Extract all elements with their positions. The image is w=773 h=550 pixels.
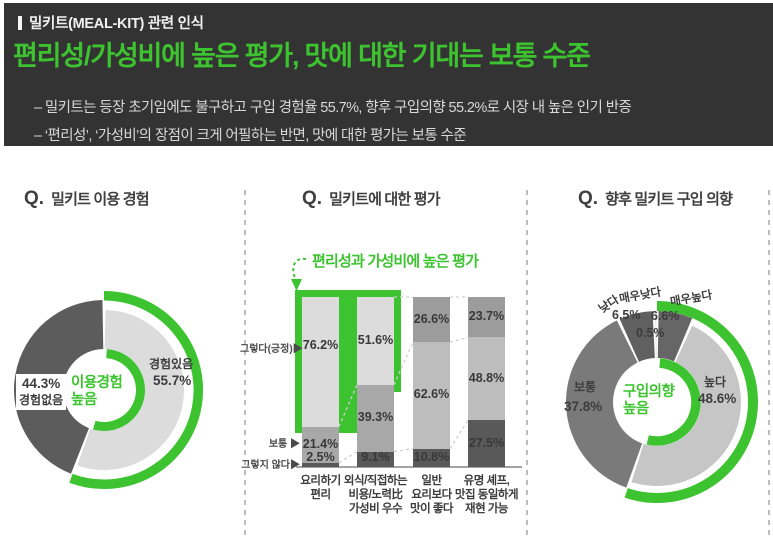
summary-bullet: – 밀키트는 등장 초기임에도 불구하고 구입 경험율 55.7%, 향후 구입…	[34, 100, 632, 116]
category-label: 요리하기 편리	[300, 475, 341, 501]
bar-segment	[413, 342, 450, 449]
bar-value-label: 62.6%	[413, 387, 450, 402]
q-mark: Q.	[24, 188, 45, 209]
bar-segment	[357, 384, 394, 452]
bar-segment	[413, 297, 450, 343]
bar-value-label: 9.1%	[361, 450, 390, 464]
bar-value-label: 26.6%	[413, 311, 450, 326]
summary-bullets: – 밀키트는 등장 초기임에도 불구하고 구입 경험율 55.7%, 향후 구입…	[34, 96, 632, 152]
bar-segment	[468, 297, 505, 338]
summary-bullet: – ‘편리성’, ‘가성비’의 장점이 크게 어필하는 반면, 맛에 대한 평가…	[34, 128, 467, 144]
kicker: 밀키트(MEAL-KIT) 관련 인식	[18, 12, 204, 33]
section-divider	[244, 190, 246, 535]
category-label: 유명 셰프, 맛집 동일하게 재현 가능	[454, 475, 519, 515]
bar-value-label: 39.3%	[357, 410, 394, 425]
kicker-bar-icon	[18, 15, 22, 30]
q-mark: Q.	[578, 188, 599, 209]
category-label: 외식/직접하는 비용/노력比 가성비 우수	[343, 475, 408, 515]
x-axis-line	[296, 466, 522, 468]
bar-segment	[413, 448, 450, 467]
section-title-evaluation: Q. 밀키트에 대한 평가	[302, 188, 441, 209]
section-title-intent: Q. 향후 밀키트 구입 의향	[578, 188, 733, 209]
bar-segment	[302, 462, 339, 468]
bar-value-label: 23.7%	[468, 309, 505, 324]
bar-segment	[302, 426, 339, 463]
bar-value-label: 76.2%	[302, 338, 339, 352]
page-title: 편리성/가성비에 높은 평가, 맛에 대한 기대는 보통 수준	[13, 41, 591, 71]
bar-segment	[357, 297, 394, 385]
bar-value-label: 21.4%	[302, 436, 339, 451]
kicker-text: 밀키트(MEAL-KIT) 관련 인식	[29, 16, 204, 32]
q-mark: Q.	[302, 188, 323, 209]
bar-value-label: 10.8%	[413, 449, 450, 464]
section-divider	[768, 190, 770, 535]
section-divider	[526, 190, 528, 535]
bar-value-label: 2.5%	[306, 450, 335, 464]
bar-value-label: 48.8%	[468, 370, 505, 385]
bar-segment	[468, 337, 505, 421]
category-label: 일반 요리보다 맛이 좋다	[409, 475, 454, 515]
bar-segment	[468, 420, 505, 467]
bar-value-label: 51.6%	[357, 332, 394, 347]
bar-segment	[302, 297, 339, 427]
section-title-usage: Q. 밀키트 이용 경험	[24, 188, 150, 209]
bar-segment	[357, 451, 394, 467]
header-band: 밀키트(MEAL-KIT) 관련 인식 편리성/가성비에 높은 평가, 맛에 대…	[4, 3, 773, 146]
bar-value-label: 27.5%	[468, 435, 505, 450]
